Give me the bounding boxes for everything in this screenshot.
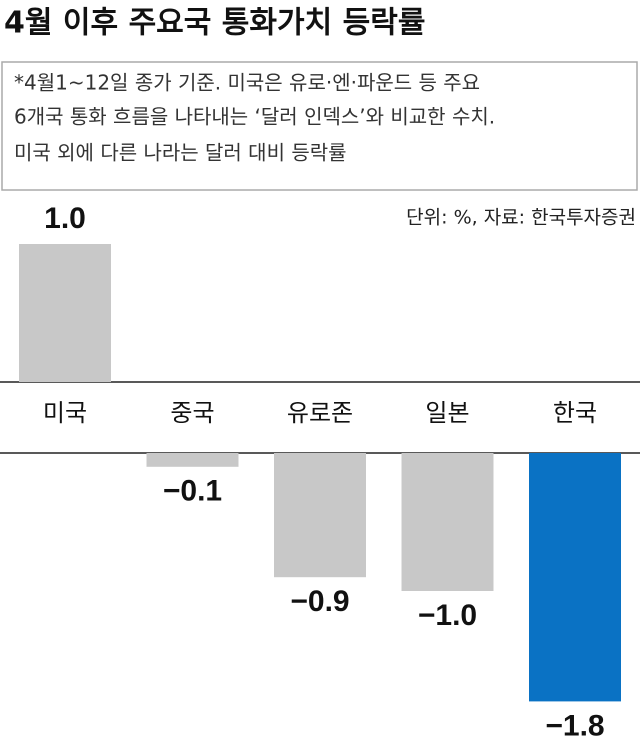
source: 단위: %, 자료: 한국투자증권 bbox=[406, 207, 636, 229]
bar bbox=[529, 453, 621, 702]
note-line: *4월1~12일 종가 기준. 미국은 유로·엔·파운드 등 주요 bbox=[14, 71, 480, 95]
value-label: 1.0 bbox=[44, 202, 86, 235]
bar bbox=[19, 244, 111, 382]
value-label: −1.0 bbox=[418, 599, 477, 632]
x-tick-label: 유로존 bbox=[287, 399, 353, 427]
bar bbox=[401, 453, 494, 591]
x-tick-label: 중국 bbox=[170, 399, 214, 427]
value-label: −1.8 bbox=[545, 709, 604, 742]
x-tick-label: 미국 bbox=[43, 399, 87, 427]
note-line: 6개국 통화 흐름을 나타내는 ‘달러 인덱스’와 비교한 수치. bbox=[14, 105, 495, 129]
chart-title: 4월 이후 주요국 통화가치 등락률 bbox=[4, 6, 425, 41]
note-line: 미국 외에 다른 나라는 달러 대비 등락률 bbox=[14, 141, 347, 165]
x-tick-label: 일본 bbox=[425, 399, 469, 427]
value-label: −0.1 bbox=[163, 475, 222, 508]
bar bbox=[274, 453, 366, 578]
bar bbox=[146, 453, 239, 467]
x-tick-label: 한국 bbox=[553, 399, 597, 427]
value-label: −0.9 bbox=[290, 585, 349, 618]
note-box bbox=[1, 61, 638, 191]
